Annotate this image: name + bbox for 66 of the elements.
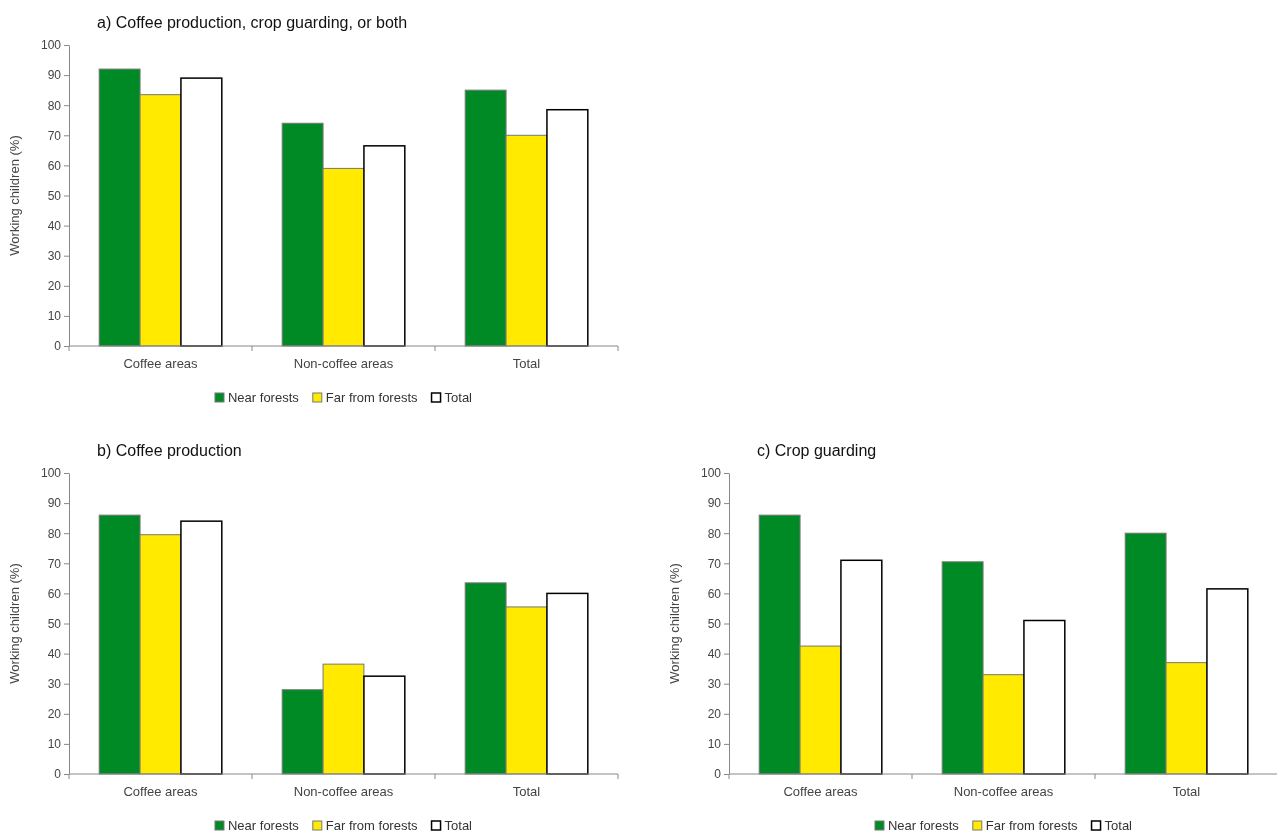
y-tick-label: 10: [47, 309, 62, 324]
bar: [1206, 588, 1249, 775]
legend-label: Near forests: [887, 818, 960, 833]
chart-title: b) Coffee production: [97, 442, 242, 459]
bar: [180, 520, 223, 775]
y-tick-label: 30: [47, 249, 62, 264]
legend-label: Near forests: [227, 818, 300, 833]
y-tick-label: 50: [707, 616, 722, 631]
y-axis-title: Working children (%): [7, 563, 22, 684]
bar: [363, 145, 406, 347]
bar: [180, 77, 223, 347]
x-tick-label: Total: [512, 784, 541, 799]
y-tick-label: 90: [47, 496, 62, 511]
y-tick-label: 40: [47, 646, 62, 661]
y-tick-label: 20: [47, 707, 62, 722]
x-tick-label: Coffee areas: [783, 784, 859, 799]
x-tick-label: Non-coffee areas: [953, 784, 1054, 799]
legend-label: Total: [444, 390, 473, 405]
y-tick-label: 20: [707, 707, 722, 722]
chart-title: a) Coffee production, crop guarding, or both: [97, 14, 408, 31]
y-tick-label: 10: [47, 737, 62, 752]
y-tick-label: 70: [47, 556, 62, 571]
y-tick-label: 0: [714, 767, 722, 782]
y-tick-label: 30: [707, 677, 722, 692]
y-tick-label: 80: [707, 526, 722, 541]
y-tick-label: 100: [40, 466, 62, 481]
y-tick-label: 100: [700, 466, 722, 481]
x-tick-label: Non-coffee areas: [293, 784, 394, 799]
y-tick-label: 90: [47, 68, 62, 83]
y-tick-label: 0: [54, 339, 62, 354]
y-tick-label: 40: [47, 218, 62, 233]
x-tick-label: Coffee areas: [123, 356, 199, 371]
y-tick-label: 10: [707, 737, 722, 752]
bar: [1023, 619, 1066, 775]
y-axis-title: Working children (%): [7, 135, 22, 256]
y-tick-label: 80: [47, 526, 62, 541]
y-tick-label: 20: [47, 279, 62, 294]
y-tick-label: 70: [47, 128, 62, 143]
x-tick-label: Coffee areas: [123, 784, 199, 799]
legend-label: Far from forests: [985, 818, 1079, 833]
bar: [840, 559, 883, 775]
bar: [546, 108, 589, 347]
y-tick-label: 60: [707, 586, 722, 601]
legend-label: Total: [444, 818, 473, 833]
bar: [546, 592, 589, 775]
y-tick-label: 50: [47, 616, 62, 631]
legend-label: Total: [1104, 818, 1133, 833]
y-tick-label: 40: [707, 646, 722, 661]
legend-label: Far from forests: [325, 818, 419, 833]
x-tick-label: Total: [512, 356, 541, 371]
legend-label: Near forests: [227, 390, 300, 405]
y-tick-label: 100: [40, 38, 62, 53]
legend-label: Far from forests: [325, 390, 419, 405]
y-tick-label: 50: [47, 188, 62, 203]
y-tick-label: 80: [47, 98, 62, 113]
y-tick-label: 60: [47, 158, 62, 173]
y-tick-label: 60: [47, 586, 62, 601]
y-tick-label: 70: [707, 556, 722, 571]
x-tick-label: Total: [1172, 784, 1201, 799]
bar: [363, 675, 406, 775]
chart-title: c) Crop guarding: [757, 442, 877, 459]
y-tick-label: 90: [707, 496, 722, 511]
y-tick-label: 30: [47, 677, 62, 692]
y-axis-title: Working children (%): [667, 563, 682, 684]
x-tick-label: Non-coffee areas: [293, 356, 394, 371]
y-tick-label: 0: [54, 767, 62, 782]
